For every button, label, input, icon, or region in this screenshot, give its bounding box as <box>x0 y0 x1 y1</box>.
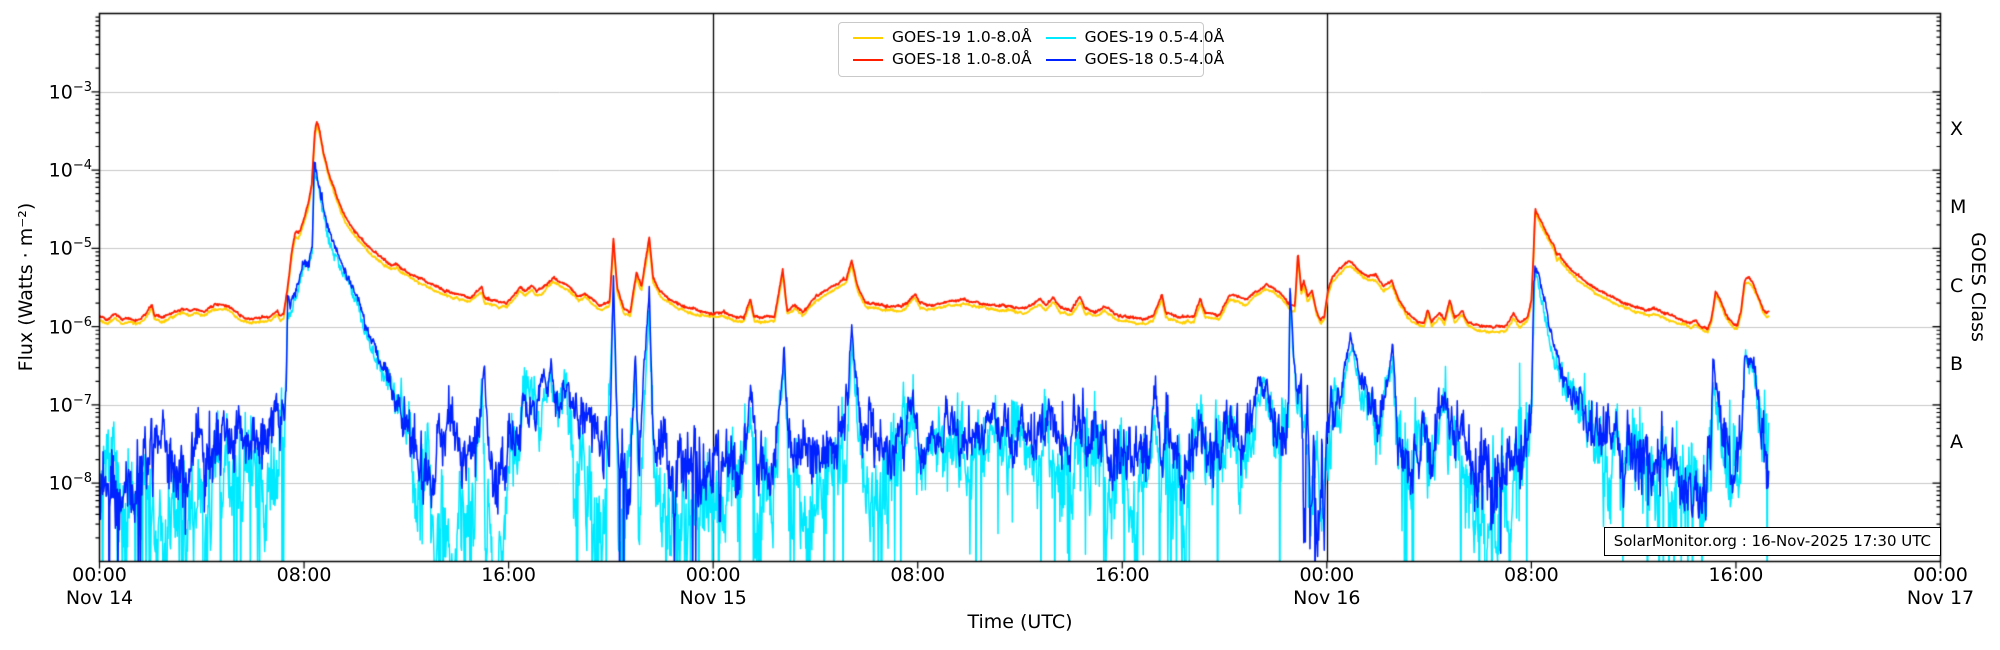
goes-class-letter-m: M <box>1950 196 1967 219</box>
legend-box: GOES-19 1.0-8.0Å GOES-19 0.5-4.0Å GOES-18 … <box>838 22 1224 77</box>
solarmonitor-timestamp-annotation: SolarMonitor.org : 16-Nov-2025 17:30 UTC <box>1603 527 1941 556</box>
legend-entry: GOES-19 0.5-4.0Å <box>1045 28 1225 47</box>
y-axis-title-goes-class: GOES Class <box>1967 232 1989 342</box>
legend-line-swatch <box>853 36 883 39</box>
goes-class-letter-x: X <box>1950 117 1964 140</box>
y-tick-label: 10−5 <box>48 236 92 260</box>
y-tick-label: 10−4 <box>48 158 92 182</box>
y-tick-label: 10−6 <box>48 314 92 338</box>
y-tick-label: 10−3 <box>48 79 92 104</box>
legend-line-swatch <box>853 59 883 62</box>
legend-entry: GOES-18 0.5-4.0Å <box>1045 50 1225 69</box>
x-day-label: Nov 15 <box>679 587 747 609</box>
x-axis-title-time: Time (UTC) <box>967 611 1073 633</box>
x-tick-label: 00:00 <box>1299 564 1355 586</box>
legend-entry: GOES-19 1.0-8.0Å <box>853 28 1032 47</box>
legend-entry-label: GOES-19 1.0-8.0Å <box>892 28 1032 46</box>
x-tick-label: 00:00 <box>72 564 127 586</box>
x-tick-label: 08:00 <box>890 564 946 586</box>
legend-entry: GOES-18 1.0-8.0Å <box>853 50 1032 69</box>
x-tick-label: 00:00 <box>685 564 741 586</box>
legend-entry-label: GOES-18 1.0-8.0Å <box>892 50 1032 69</box>
x-day-label: Nov 16 <box>1293 587 1361 609</box>
x-tick-label: 00:00 <box>1913 564 1968 586</box>
y-tick-label: 10−7 <box>48 392 92 417</box>
y-axis-title-flux: Flux (Watts · m⁻²) <box>15 202 37 372</box>
goes-class-letter-a: A <box>1950 431 1963 454</box>
x-day-label: Nov 14 <box>65 587 134 609</box>
y-tick-label: 10−8 <box>48 471 92 495</box>
legend-entry-label: GOES-18 0.5-4.0Å <box>1084 50 1225 69</box>
x-tick-label: 16:00 <box>1708 564 1764 586</box>
x-tick-label: 08:00 <box>276 564 332 586</box>
x-day-label: Nov 17 <box>1906 587 1975 609</box>
goes-class-letter-c: C <box>1950 274 1964 297</box>
x-tick-label: 08:00 <box>1503 564 1559 586</box>
x-tick-label: 16:00 <box>1094 564 1150 586</box>
legend-line-swatch <box>1045 59 1076 62</box>
legend-entry-label: GOES-19 0.5-4.0Å <box>1084 28 1225 46</box>
x-tick-label: 16:00 <box>481 564 536 586</box>
legend-line-swatch <box>1045 36 1076 39</box>
goes-class-letter-b: B <box>1950 352 1964 375</box>
